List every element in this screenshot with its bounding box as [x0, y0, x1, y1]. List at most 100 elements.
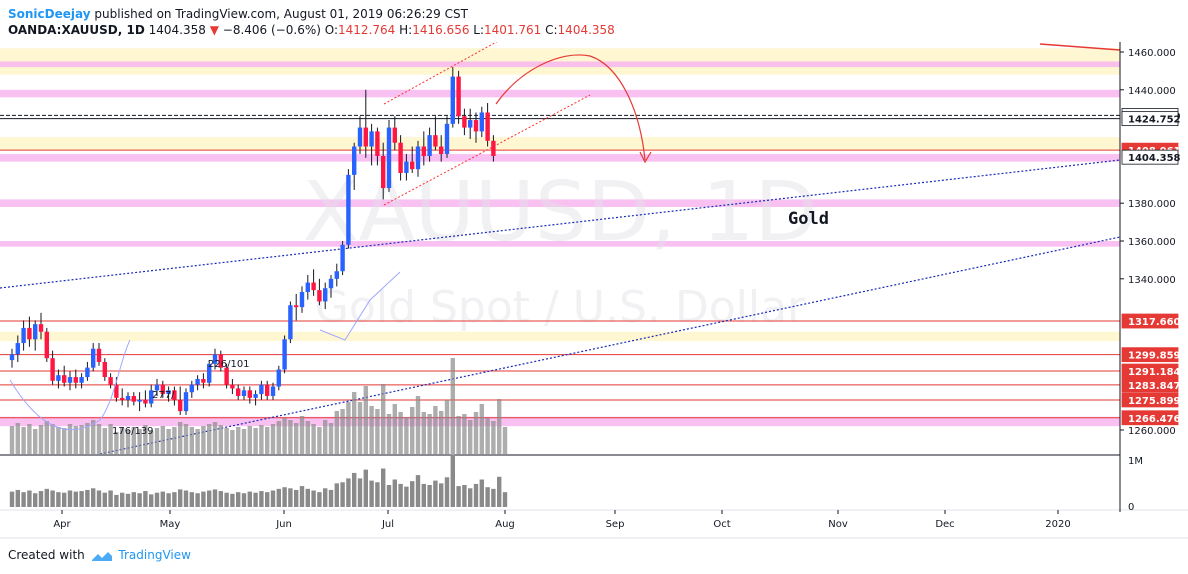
volume-bar	[294, 423, 299, 454]
volume-bar	[50, 424, 55, 454]
volume-bar	[502, 427, 508, 454]
candle-body	[207, 363, 212, 383]
volume-pane-bar	[282, 487, 287, 507]
volume-pane	[0, 454, 1188, 511]
volume-pane-bar	[44, 488, 49, 507]
volume-pane-bar	[15, 489, 20, 507]
pattern-label-3: 176/139	[112, 426, 154, 437]
level-label-box	[1121, 313, 1179, 329]
volume-bar	[212, 422, 218, 454]
volume-bar	[357, 402, 363, 454]
candle-body	[299, 292, 305, 308]
volume-bar	[270, 424, 276, 454]
pink-zone	[0, 199, 1120, 207]
volume-pane-bar	[288, 488, 293, 507]
candle-body	[79, 377, 84, 383]
author-link[interactable]: SonicDeejay	[8, 7, 91, 21]
level-label: 1299.859	[1128, 351, 1181, 362]
volume-bar	[317, 427, 322, 454]
price-tick-label: 1340.000	[1128, 275, 1176, 286]
level-label: 1404.358	[1128, 153, 1181, 164]
pink-zone	[0, 154, 1120, 162]
time-label: Nov	[828, 519, 848, 530]
volume-pane-bar	[166, 493, 171, 507]
candle-body	[27, 327, 32, 340]
volume-bar	[473, 412, 479, 454]
candle-body	[334, 271, 339, 279]
volume-bar	[340, 409, 345, 454]
candle-body	[108, 377, 113, 385]
volume-bars	[9, 358, 508, 454]
volume-pane-bar	[224, 492, 229, 507]
volume-bar	[410, 407, 415, 454]
volume-bar	[91, 420, 96, 454]
volume-bar	[172, 427, 177, 454]
candle-body	[421, 146, 426, 156]
down-arrow-icon: ▼	[209, 23, 219, 37]
volume-bar	[276, 421, 281, 454]
volume-pane-bar	[502, 492, 508, 507]
candle-body	[259, 384, 264, 395]
watermark-symbol: XAUUSD, 1D	[303, 165, 818, 260]
last-price: 1404.358	[148, 23, 206, 37]
time-label: 2020	[1045, 519, 1070, 530]
level-label-box	[1121, 410, 1179, 426]
trendlines	[0, 42, 1120, 454]
footer: Created with TradingView	[8, 548, 191, 562]
published-text: published on TradingView.com, August 01,…	[94, 7, 468, 21]
volume-bar	[166, 429, 171, 454]
candle-body	[410, 161, 415, 170]
volume-pane-bar	[131, 492, 136, 507]
volume-pane-bar	[410, 481, 415, 507]
volume-pane-bar	[323, 488, 328, 507]
volume-pane-bar	[201, 491, 206, 507]
volume-pane-bar	[207, 490, 212, 507]
level-label-box	[1121, 111, 1179, 127]
gold-annotation: Gold	[788, 209, 829, 229]
volume-pane-bar	[473, 483, 479, 507]
volume-pane-bar	[102, 492, 107, 507]
volume-bar	[398, 412, 403, 454]
volume-bar	[120, 428, 125, 454]
pattern-label-2: 277/	[152, 390, 175, 401]
high-label: H:	[399, 23, 413, 37]
volume-pane-bar	[230, 493, 235, 507]
candle-body	[62, 375, 67, 383]
volume-pane-bar	[439, 483, 444, 507]
volume-pane-bar	[415, 475, 421, 507]
candle-body	[154, 384, 160, 391]
volume-bar	[433, 406, 438, 454]
volume-pane-bar	[311, 490, 316, 507]
volume-pane-bar	[357, 478, 363, 507]
candle-body	[125, 395, 131, 400]
tradingview-link[interactable]: TradingView	[118, 548, 191, 562]
volume-bar	[415, 396, 421, 454]
volume-bar	[189, 427, 194, 454]
volume-bar	[131, 427, 136, 454]
volume-bar	[15, 423, 20, 454]
trendline-lower	[99, 236, 1120, 454]
volume-bar	[265, 427, 270, 454]
projection-curve	[495, 54, 646, 161]
candles	[9, 67, 496, 415]
candle-body	[294, 305, 299, 308]
candle-body	[340, 244, 345, 272]
close-label: C:	[545, 23, 558, 37]
level-label: 1275.899	[1128, 396, 1181, 407]
volume-bar	[195, 429, 200, 454]
volume-pane-bar	[91, 488, 96, 507]
volume-pane-bar	[50, 490, 55, 507]
horizontal-zones	[0, 48, 1120, 427]
volume-bar	[125, 430, 131, 454]
candle-body	[50, 358, 55, 381]
volume-bar	[253, 428, 258, 454]
volume-pane-bar	[114, 494, 119, 507]
pink-zone	[0, 241, 1120, 247]
time-axis: Apr May Jun Jul Aug Sep Oct Nov Dec 2020	[0, 510, 1188, 539]
price-tick-label: 1440.000	[1128, 86, 1176, 97]
volume-bar	[62, 428, 67, 454]
volume-pane-bar	[137, 493, 142, 507]
volume-pane-bar	[404, 486, 409, 507]
candle-body	[357, 127, 363, 147]
